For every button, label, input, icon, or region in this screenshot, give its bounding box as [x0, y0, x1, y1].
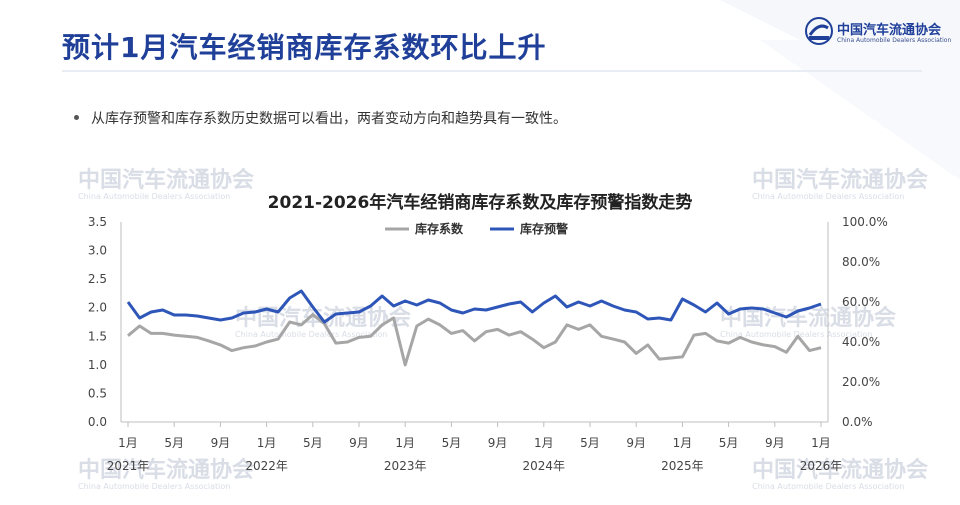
legend-label: 库存系数	[415, 221, 464, 236]
x-tick-month-label: 9月	[211, 436, 231, 450]
bullet-dot-icon	[74, 114, 79, 120]
x-tick-year-label: 2024年	[523, 459, 566, 473]
y-right-tick-label: 100.0%	[842, 215, 888, 229]
x-tick-month-label: 1月	[257, 436, 277, 450]
x-tick-month-label: 1月	[395, 436, 415, 450]
x-tick-month-label: 5月	[303, 436, 323, 450]
x-tick-month-label: 9月	[488, 436, 508, 450]
y-right-tick-label: 80.0%	[842, 255, 880, 269]
x-tick-month-label: 5月	[580, 436, 600, 450]
logo-english-name: China Automobile Dealers Association	[837, 37, 952, 44]
y-right-tick-label: 20.0%	[842, 375, 880, 389]
logo-chinese-name: 中国汽车流通协会	[837, 23, 942, 38]
chart-title: 2021-2026年汽车经销商库存系数及库存预警指数走势	[267, 193, 693, 213]
x-tick-month-label: 5月	[442, 436, 462, 450]
y-left-tick-label: 0.0	[88, 415, 107, 429]
bullet-text: 从库存预警和库存系数历史数据可以看出，两者变动方向和趋势具有一致性。	[91, 111, 567, 127]
page-title: 预计1月汽车经销商库存系数环比上升	[62, 31, 547, 64]
association-logo: 中国汽车流通协会 China Automobile Dealers Associ…	[804, 12, 951, 52]
cada-logo-icon	[805, 17, 833, 45]
x-tick-month-label: 9月	[626, 436, 646, 450]
y-left-tick-label: 2.5	[88, 272, 107, 286]
series-line-inventory-warning	[126, 289, 822, 324]
bullet-point: 从库存预警和库存系数历史数据可以看出，两者变动方向和趋势具有一致性。	[74, 108, 567, 128]
y-right-tick-label: 60.0%	[842, 295, 880, 309]
x-tick-year-label: 2022年	[245, 459, 288, 473]
x-tick-month-label: 9月	[765, 436, 785, 450]
x-tick-month-label: 5月	[719, 436, 739, 450]
title-divider	[62, 70, 922, 72]
x-tick-month-label: 1月	[534, 436, 554, 450]
x-tick-month-label: 1月	[118, 436, 138, 450]
x-tick-year-label: 2023年	[384, 459, 427, 473]
y-left-tick-label: 1.0	[88, 358, 107, 372]
y-left-tick-label: 1.5	[88, 329, 107, 343]
y-right-tick-label: 40.0%	[842, 335, 880, 349]
y-left-tick-label: 3.0	[88, 244, 107, 258]
series-line-inventory-coefficient	[127, 313, 822, 367]
legend-label: 库存预警	[520, 221, 568, 236]
x-tick-month-label: 1月	[811, 436, 831, 450]
y-right-tick-label: 0.0%	[842, 415, 873, 429]
x-tick-year-label: 2026年	[800, 459, 843, 473]
y-left-tick-label: 0.5	[88, 386, 107, 400]
x-tick-year-label: 2021年	[107, 459, 150, 473]
x-tick-month-label: 5月	[164, 436, 184, 450]
x-tick-month-label: 1月	[673, 436, 693, 450]
y-left-tick-label: 2.0	[88, 301, 107, 315]
x-tick-year-label: 2025年	[661, 459, 704, 473]
x-tick-month-label: 9月	[349, 436, 369, 450]
y-left-tick-label: 3.5	[88, 215, 107, 229]
